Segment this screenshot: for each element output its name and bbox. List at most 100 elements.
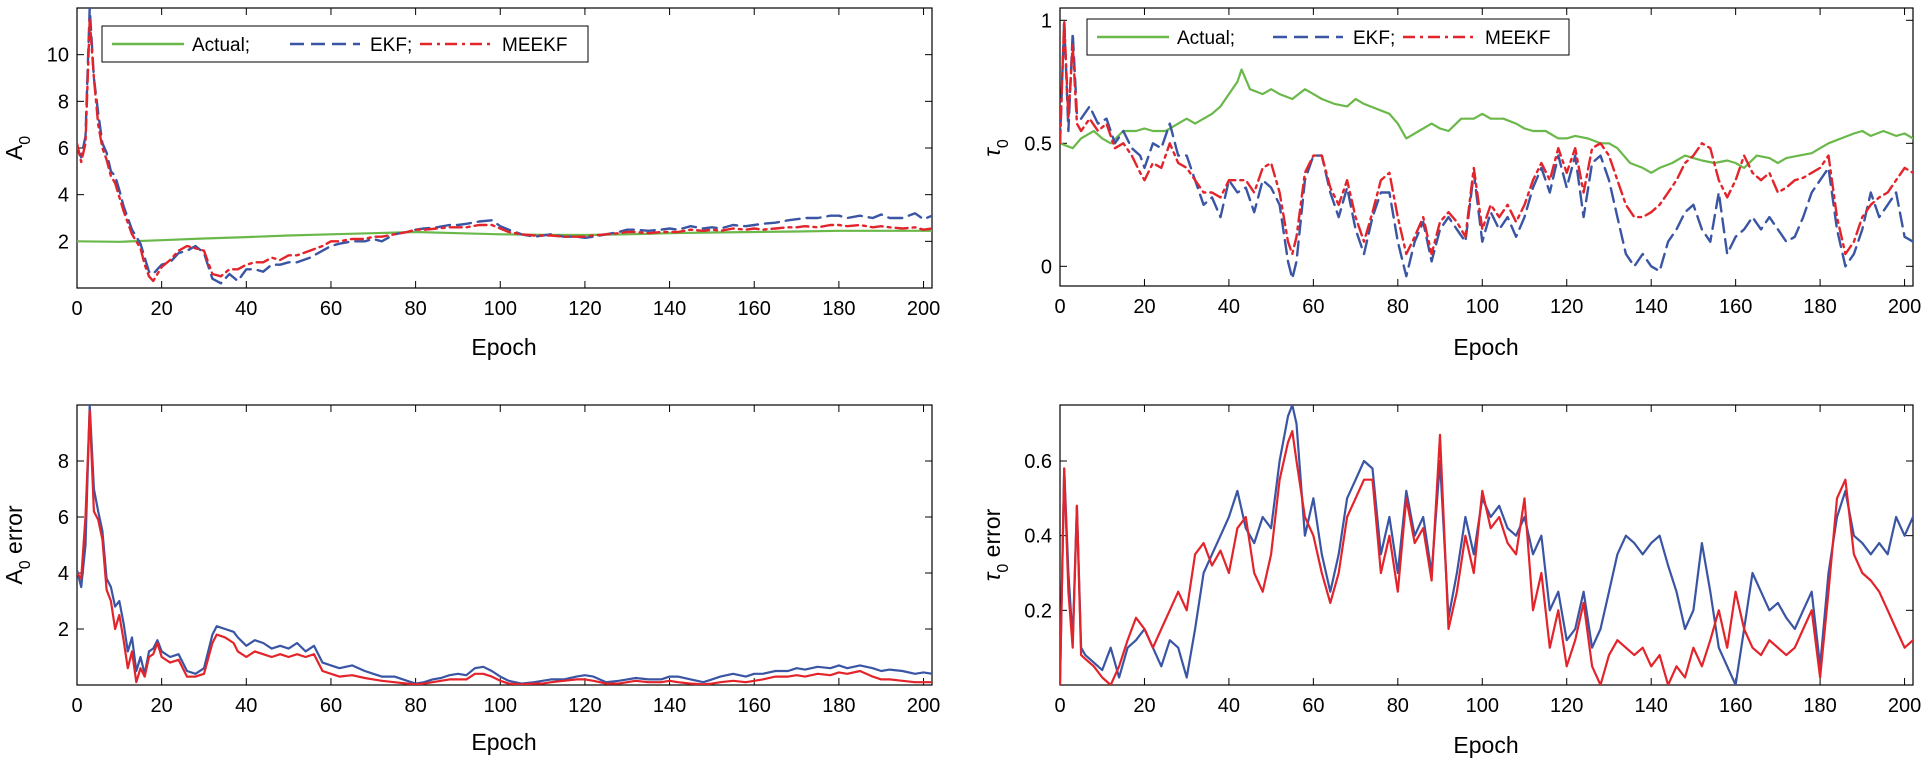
y-ticks: 0.2 0.4 0.6 bbox=[1024, 451, 1913, 622]
series-line-ekf-error bbox=[77, 405, 932, 685]
series-line-meekf-error bbox=[77, 409, 932, 685]
x-tick-label: 40 bbox=[1218, 695, 1240, 717]
x-tick-label: 200 bbox=[1888, 695, 1921, 717]
x-tick-label: 160 bbox=[1719, 296, 1752, 318]
series-line-meekf bbox=[77, 18, 932, 283]
chart-a0: 0 20 40 60 80 100 120 140 160 180 200 2 4 6 8 10 Epoch… bbox=[1, 7, 940, 360]
legend-label-ekf: EKF; bbox=[1353, 28, 1395, 49]
series-lines bbox=[77, 405, 932, 685]
legend-label-meekf: MEEKF bbox=[502, 35, 567, 56]
y-tick-label: 0.6 bbox=[1024, 451, 1052, 473]
y-tick-label: 8 bbox=[58, 451, 69, 473]
x-ticks: 0 20 40 60 80 100 120 140 160 180 200 bbox=[1054, 8, 1921, 318]
plot-area bbox=[1059, 7, 1914, 287]
y-ticks: 2 4 6 8 10 bbox=[47, 45, 932, 253]
y-tick-label: 6 bbox=[58, 507, 69, 529]
x-tick-label: 200 bbox=[907, 298, 940, 320]
x-tick-label: 60 bbox=[320, 695, 342, 717]
plot-area bbox=[1059, 404, 1914, 686]
x-tick-label: 80 bbox=[1387, 296, 1409, 318]
series-lines bbox=[1060, 19, 1913, 280]
x-tick-label: 40 bbox=[235, 298, 257, 320]
x-tick-label: 0 bbox=[1054, 695, 1065, 717]
x-tick-label: 100 bbox=[1466, 695, 1499, 717]
x-tick-label: 180 bbox=[1803, 296, 1836, 318]
y-axis-label: τ0 error bbox=[979, 508, 1012, 581]
x-ticks: 0 20 40 60 80 100 120 140 160 180 200 bbox=[71, 405, 940, 717]
x-tick-label: 160 bbox=[1719, 695, 1752, 717]
x-tick-label: 60 bbox=[1302, 695, 1324, 717]
legend: Actual; EKF; MEEKF bbox=[1086, 18, 1570, 56]
x-axis-label: Epoch bbox=[1453, 732, 1518, 758]
y-tick-label: 4 bbox=[58, 563, 69, 585]
x-tick-label: 80 bbox=[404, 298, 426, 320]
x-ticks: 0 20 40 60 80 100 120 140 160 180 200 bbox=[1054, 405, 1921, 717]
x-tick-label: 20 bbox=[151, 695, 173, 717]
legend-label-actual: Actual; bbox=[1177, 28, 1235, 49]
x-tick-label: 120 bbox=[568, 695, 601, 717]
series-line-ekf bbox=[77, 8, 932, 285]
legend: Actual; EKF; MEEKF bbox=[101, 25, 589, 63]
y-tick-label: 0.2 bbox=[1024, 600, 1052, 622]
x-tick-label: 200 bbox=[1888, 296, 1921, 318]
x-tick-label: 40 bbox=[1218, 296, 1240, 318]
x-tick-label: 0 bbox=[71, 695, 82, 717]
x-tick-label: 80 bbox=[404, 695, 426, 717]
chart-tau0-error: 0 20 40 60 80 100 120 140 160 180 200 0.2 0.4 0.6 Ep… bbox=[979, 404, 1921, 758]
x-tick-label: 160 bbox=[738, 695, 771, 717]
x-tick-label: 120 bbox=[1550, 296, 1583, 318]
y-axis-label: A0 bbox=[1, 136, 34, 160]
x-tick-label: 20 bbox=[151, 298, 173, 320]
x-tick-label: 80 bbox=[1387, 695, 1409, 717]
x-tick-label: 60 bbox=[1302, 296, 1324, 318]
y-ticks: 00.51 bbox=[1024, 10, 1913, 278]
x-axis-label: Epoch bbox=[1453, 334, 1518, 360]
y-tick-label: 0 bbox=[1041, 256, 1052, 278]
y-tick-label: 4 bbox=[58, 185, 69, 207]
x-axis-label: Epoch bbox=[471, 729, 536, 755]
y-tick-label: 1 bbox=[1041, 10, 1052, 32]
x-tick-label: 200 bbox=[907, 695, 940, 717]
series-line-meekf bbox=[1060, 19, 1913, 256]
x-tick-label: 180 bbox=[822, 695, 855, 717]
x-tick-label: 100 bbox=[484, 695, 517, 717]
x-tick-label: 20 bbox=[1133, 296, 1155, 318]
x-tick-label: 140 bbox=[653, 298, 686, 320]
series-lines bbox=[1060, 405, 1913, 685]
y-axis-label: τ0 bbox=[979, 139, 1012, 157]
series-line-actual bbox=[1060, 68, 1913, 174]
x-tick-label: 20 bbox=[1133, 695, 1155, 717]
x-tick-label: 0 bbox=[1054, 296, 1065, 318]
series-line-ekf-error bbox=[1060, 405, 1913, 685]
y-tick-label: 6 bbox=[58, 138, 69, 160]
chart-a0-error: 0 20 40 60 80 100 120 140 160 180 200 2 4 6 8 Epoch A… bbox=[1, 404, 940, 755]
x-tick-label: 140 bbox=[653, 695, 686, 717]
x-tick-label: 120 bbox=[1550, 695, 1583, 717]
x-tick-label: 160 bbox=[738, 298, 771, 320]
x-tick-label: 100 bbox=[1466, 296, 1499, 318]
legend-label-meekf: MEEKF bbox=[1485, 28, 1550, 49]
chart-tau0: 0 20 40 60 80 100 120 140 160 180 200 00.51 Epoch … bbox=[979, 7, 1921, 360]
series-line-ekf bbox=[1060, 19, 1913, 280]
x-tick-label: 180 bbox=[1803, 695, 1836, 717]
x-tick-label: 100 bbox=[484, 298, 517, 320]
y-tick-label: 10 bbox=[47, 45, 69, 67]
x-axis-label: Epoch bbox=[471, 334, 536, 360]
x-tick-label: 0 bbox=[71, 298, 82, 320]
legend-label-actual: Actual; bbox=[192, 35, 250, 56]
series-lines bbox=[77, 8, 932, 285]
y-tick-label: 8 bbox=[58, 91, 69, 113]
y-tick-label: 0.4 bbox=[1024, 526, 1052, 548]
x-tick-label: 140 bbox=[1635, 695, 1668, 717]
x-tick-label: 40 bbox=[235, 695, 257, 717]
y-ticks: 2 4 6 8 bbox=[58, 451, 932, 641]
x-ticks: 0 20 40 60 80 100 120 140 160 180 200 bbox=[71, 8, 940, 320]
y-tick-label: 0.5 bbox=[1024, 133, 1052, 155]
series-line-actual bbox=[77, 229, 932, 243]
x-tick-label: 140 bbox=[1635, 296, 1668, 318]
legend-label-ekf: EKF; bbox=[370, 35, 412, 56]
series-line-meekf-error bbox=[1060, 430, 1913, 685]
plot-area bbox=[76, 404, 933, 686]
x-tick-label: 180 bbox=[822, 298, 855, 320]
